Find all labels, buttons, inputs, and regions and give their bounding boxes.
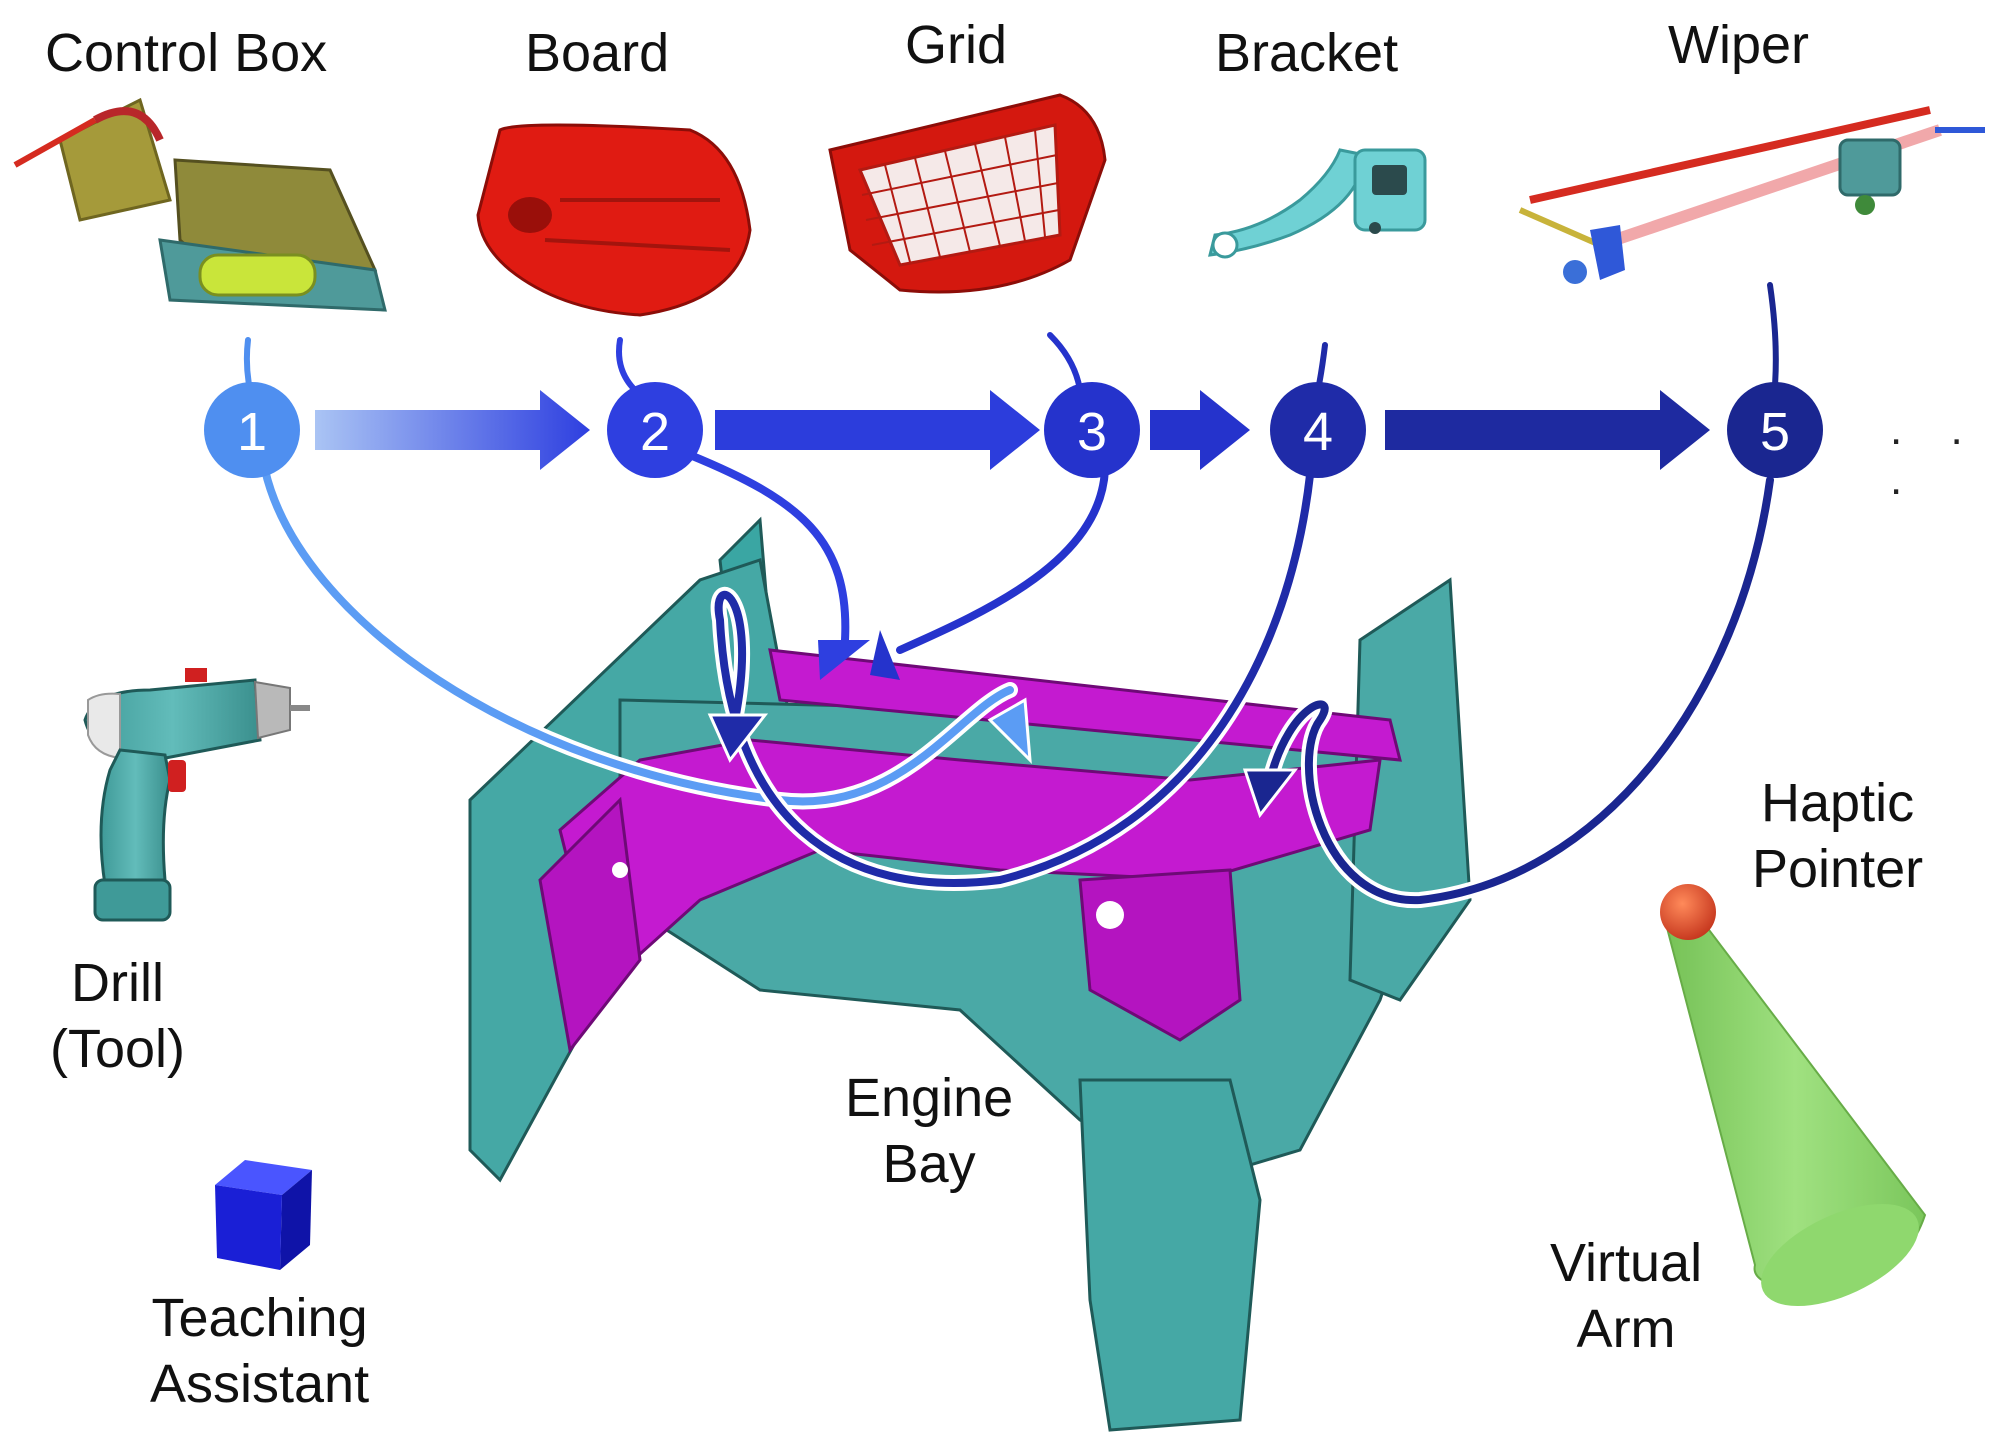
path-control-box — [261, 466, 1014, 806]
arrow-2-to-3 — [715, 390, 1040, 470]
path-bracket — [714, 471, 1314, 887]
path-wiper — [1266, 476, 1774, 905]
label-control-box: Control Box — [45, 23, 328, 83]
step-circle-5: 5 — [1727, 382, 1823, 478]
label-arm-line2: Arm — [1576, 1299, 1676, 1359]
label-arm-line1: Virtual — [1550, 1233, 1703, 1293]
label-haptic-line1: Haptic — [1761, 773, 1915, 833]
step-circle-2: 2 — [607, 382, 703, 478]
label-teaching-assistant: Teaching Assistant — [150, 1285, 369, 1417]
label-drill: Drill (Tool) — [50, 950, 185, 1082]
teaching-assistant-cube-icon — [215, 1160, 312, 1270]
step-flow-arrows — [315, 390, 1710, 470]
label-bracket: Bracket — [1215, 23, 1399, 83]
path-wiper-head — [1242, 768, 1299, 819]
arrow-4-to-5 — [1385, 390, 1710, 470]
placement-paths — [257, 451, 1778, 909]
part-leader-lines — [243, 282, 1779, 393]
board-part-image — [476, 123, 752, 317]
label-grid: Grid — [905, 15, 1008, 75]
label-drill-line1: Drill — [71, 953, 164, 1013]
step-number-4: 4 — [1303, 402, 1333, 462]
bracket-part-image — [1208, 148, 1427, 259]
step-circle-1: 1 — [204, 382, 300, 478]
haptic-pointer-icon — [1660, 884, 1716, 940]
label-engine-line2: Bay — [882, 1134, 976, 1194]
step-number-3: 3 — [1077, 402, 1107, 462]
step-number-5: 5 — [1760, 402, 1790, 462]
drill-image — [83, 668, 310, 922]
label-drill-line2: (Tool) — [50, 1019, 186, 1079]
virtual-arm-image — [1663, 916, 1927, 1307]
step-number-2: 2 — [640, 402, 670, 462]
label-virtual-arm: Virtual Arm — [1550, 1230, 1702, 1362]
arrow-3-to-4 — [1150, 390, 1250, 470]
path-control-box-head — [987, 697, 1032, 764]
label-engine-line1: Engine — [845, 1068, 1014, 1128]
label-haptic-pointer: Haptic Pointer — [1752, 770, 1923, 902]
engine-bay-image — [468, 516, 1472, 1432]
path-grid-head — [870, 630, 900, 680]
step-circle-4: 4 — [1270, 382, 1366, 478]
step-number-1: 1 — [237, 402, 267, 462]
path-bracket-head — [707, 713, 769, 763]
control-box-part-image — [13, 97, 387, 312]
label-ta-line1: Teaching — [151, 1288, 368, 1348]
more-steps-ellipsis: . . . — [1890, 405, 1981, 504]
label-ta-line2: Assistant — [150, 1354, 370, 1414]
path-board-head — [818, 640, 870, 680]
label-haptic-line2: Pointer — [1752, 839, 1924, 899]
wiper-part-image — [1518, 106, 1985, 284]
grid-part-image — [828, 93, 1107, 294]
label-board: Board — [525, 23, 670, 83]
step-circle-3: 3 — [1044, 382, 1140, 478]
label-wiper: Wiper — [1668, 15, 1810, 75]
arrow-1-to-2 — [315, 390, 590, 470]
label-engine-bay: Engine Bay — [845, 1065, 1013, 1197]
